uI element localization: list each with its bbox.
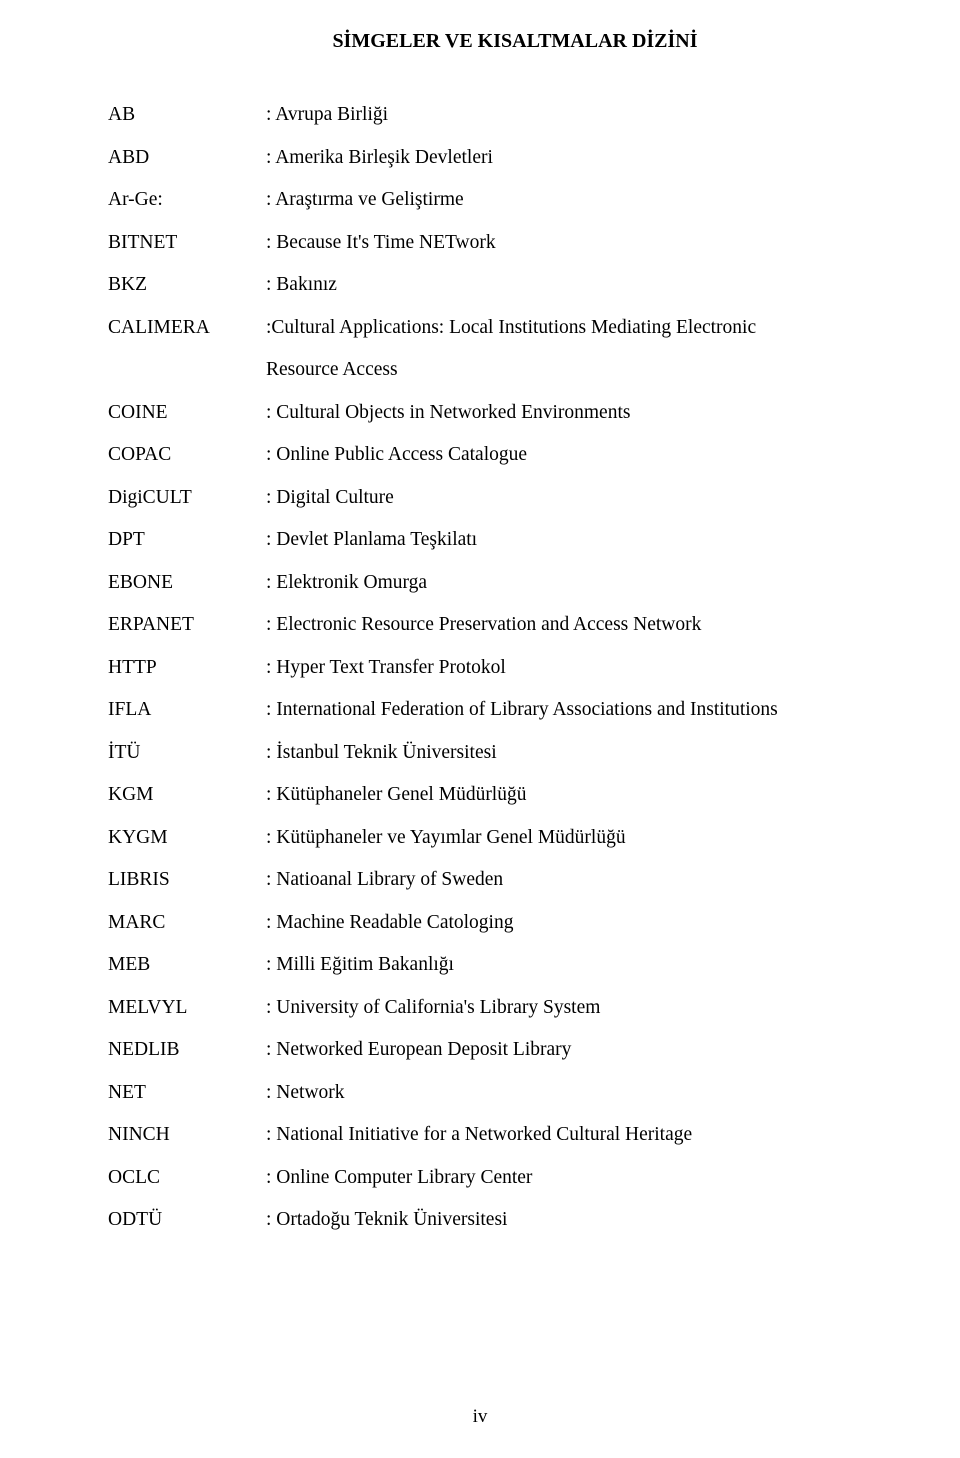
abbreviation-term: IFLA xyxy=(108,700,266,720)
abbreviation-term: AB xyxy=(108,105,266,125)
abbreviation-entry: OCLC: Online Computer Library Center xyxy=(108,1168,852,1188)
abbreviation-definition: :Cultural Applications: Local Institutio… xyxy=(266,318,852,338)
abbreviation-entry: ABD: Amerika Birleşik Devletleri xyxy=(108,148,852,168)
abbreviation-term: CALIMERA xyxy=(108,318,266,338)
abbreviation-term: KGM xyxy=(108,785,266,805)
abbreviation-term: Ar-Ge: xyxy=(108,190,266,210)
abbreviation-term: KYGM xyxy=(108,828,266,848)
abbreviation-entry: AB: Avrupa Birliği xyxy=(108,105,852,125)
abbreviation-definition: : Kütüphaneler ve Yayımlar Genel Müdürlü… xyxy=(266,828,852,848)
abbreviation-definition: : Online Public Access Catalogue xyxy=(266,445,852,465)
abbreviation-entry: İTÜ: İstanbul Teknik Üniversitesi xyxy=(108,743,852,763)
abbreviation-entry: MEB: Milli Eğitim Bakanlığı xyxy=(108,955,852,975)
abbreviation-entry: CALIMERA:Cultural Applications: Local In… xyxy=(108,318,852,338)
abbreviation-entry: DigiCULT: Digital Culture xyxy=(108,488,852,508)
abbreviation-entry: KYGM: Kütüphaneler ve Yayımlar Genel Müd… xyxy=(108,828,852,848)
abbreviation-entry: BITNET: Because It's Time NETwork xyxy=(108,233,852,253)
abbreviation-entry: MARC: Machine Readable Catologing xyxy=(108,913,852,933)
abbreviation-term: COPAC xyxy=(108,445,266,465)
abbreviation-term: ERPANET xyxy=(108,615,266,635)
abbreviation-definition: : International Federation of Library As… xyxy=(266,700,852,720)
abbreviation-definition: : Networked European Deposit Library xyxy=(266,1040,852,1060)
abbreviation-entry: NINCH: National Initiative for a Network… xyxy=(108,1125,852,1145)
abbreviation-term: COINE xyxy=(108,403,266,423)
abbreviation-definition-continuation: Resource Access xyxy=(266,360,852,380)
abbreviation-definition: : Network xyxy=(266,1083,852,1103)
abbreviation-definition: : National Initiative for a Networked Cu… xyxy=(266,1125,852,1145)
abbreviation-definition: : Cultural Objects in Networked Environm… xyxy=(266,403,852,423)
abbreviation-term: ODTÜ xyxy=(108,1210,266,1230)
page-number: iv xyxy=(0,1406,960,1428)
abbreviation-entry: HTTP: Hyper Text Transfer Protokol xyxy=(108,658,852,678)
abbreviation-definition: : Ortadoğu Teknik Üniversitesi xyxy=(266,1210,852,1230)
abbreviation-term: NET xyxy=(108,1083,266,1103)
abbreviation-term: MEB xyxy=(108,955,266,975)
page-title: SİMGELER VE KISALTMALAR DİZİNİ xyxy=(178,30,852,53)
abbreviation-term: DigiCULT xyxy=(108,488,266,508)
abbreviation-definition: : Araştırma ve Geliştirme xyxy=(266,190,852,210)
abbreviation-term: LIBRIS xyxy=(108,870,266,890)
abbreviations-list: AB: Avrupa Birliği ABD: Amerika Birleşik … xyxy=(108,105,852,1230)
abbreviation-term: İTÜ xyxy=(108,743,266,763)
abbreviation-entry: BKZ: Bakınız xyxy=(108,275,852,295)
abbreviation-definition: : Digital Culture xyxy=(266,488,852,508)
abbreviation-term: NEDLIB xyxy=(108,1040,266,1060)
abbreviation-entry: ODTÜ: Ortadoğu Teknik Üniversitesi xyxy=(108,1210,852,1230)
abbreviation-term: BKZ xyxy=(108,275,266,295)
abbreviation-definition: : Natioanal Library of Sweden xyxy=(266,870,852,890)
abbreviation-entry: NEDLIB: Networked European Deposit Libra… xyxy=(108,1040,852,1060)
abbreviation-entry: COINE: Cultural Objects in Networked Env… xyxy=(108,403,852,423)
abbreviation-term: DPT xyxy=(108,530,266,550)
abbreviation-definition: : Online Computer Library Center xyxy=(266,1168,852,1188)
abbreviation-definition: : Amerika Birleşik Devletleri xyxy=(266,148,852,168)
abbreviation-definition: : İstanbul Teknik Üniversitesi xyxy=(266,743,852,763)
abbreviation-entry: LIBRIS: Natioanal Library of Sweden xyxy=(108,870,852,890)
abbreviation-entry: Ar-Ge:: Araştırma ve Geliştirme xyxy=(108,190,852,210)
abbreviation-definition: : Kütüphaneler Genel Müdürlüğü xyxy=(266,785,852,805)
abbreviation-entry: ERPANET: Electronic Resource Preservatio… xyxy=(108,615,852,635)
abbreviation-definition: : Electronic Resource Preservation and A… xyxy=(266,615,852,635)
abbreviation-term: MARC xyxy=(108,913,266,933)
abbreviation-term: ABD xyxy=(108,148,266,168)
abbreviation-definition: : Elektronik Omurga xyxy=(266,573,852,593)
abbreviation-entry: COPAC: Online Public Access Catalogue xyxy=(108,445,852,465)
abbreviation-entry: EBONE: Elektronik Omurga xyxy=(108,573,852,593)
abbreviation-definition: : Bakınız xyxy=(266,275,852,295)
abbreviation-definition: : Because It's Time NETwork xyxy=(266,233,852,253)
abbreviation-entry: KGM: Kütüphaneler Genel Müdürlüğü xyxy=(108,785,852,805)
abbreviation-term: EBONE xyxy=(108,573,266,593)
abbreviation-definition: : Hyper Text Transfer Protokol xyxy=(266,658,852,678)
abbreviation-term: MELVYL xyxy=(108,998,266,1018)
abbreviation-entry: IFLA: International Federation of Librar… xyxy=(108,700,852,720)
abbreviation-definition: : Devlet Planlama Teşkilatı xyxy=(266,530,852,550)
abbreviation-entry: NET: Network xyxy=(108,1083,852,1103)
abbreviation-definition: : Avrupa Birliği xyxy=(266,105,852,125)
abbreviation-definition: : University of California's Library Sys… xyxy=(266,998,852,1018)
abbreviation-term: HTTP xyxy=(108,658,266,678)
abbreviation-definition: : Machine Readable Catologing xyxy=(266,913,852,933)
abbreviation-entry: DPT: Devlet Planlama Teşkilatı xyxy=(108,530,852,550)
abbreviation-term: BITNET xyxy=(108,233,266,253)
abbreviation-entry: MELVYL: University of California's Libra… xyxy=(108,998,852,1018)
abbreviation-definition: : Milli Eğitim Bakanlığı xyxy=(266,955,852,975)
abbreviation-term: NINCH xyxy=(108,1125,266,1145)
abbreviation-term: OCLC xyxy=(108,1168,266,1188)
